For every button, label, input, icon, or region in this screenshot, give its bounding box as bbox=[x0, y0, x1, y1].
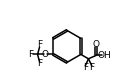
Text: O: O bbox=[93, 40, 100, 49]
Text: F: F bbox=[37, 40, 42, 49]
Text: F: F bbox=[83, 63, 88, 72]
Text: F: F bbox=[89, 63, 94, 72]
Text: F: F bbox=[37, 59, 42, 68]
Text: O: O bbox=[42, 50, 49, 59]
Text: OH: OH bbox=[98, 51, 111, 60]
Text: F: F bbox=[29, 50, 34, 59]
